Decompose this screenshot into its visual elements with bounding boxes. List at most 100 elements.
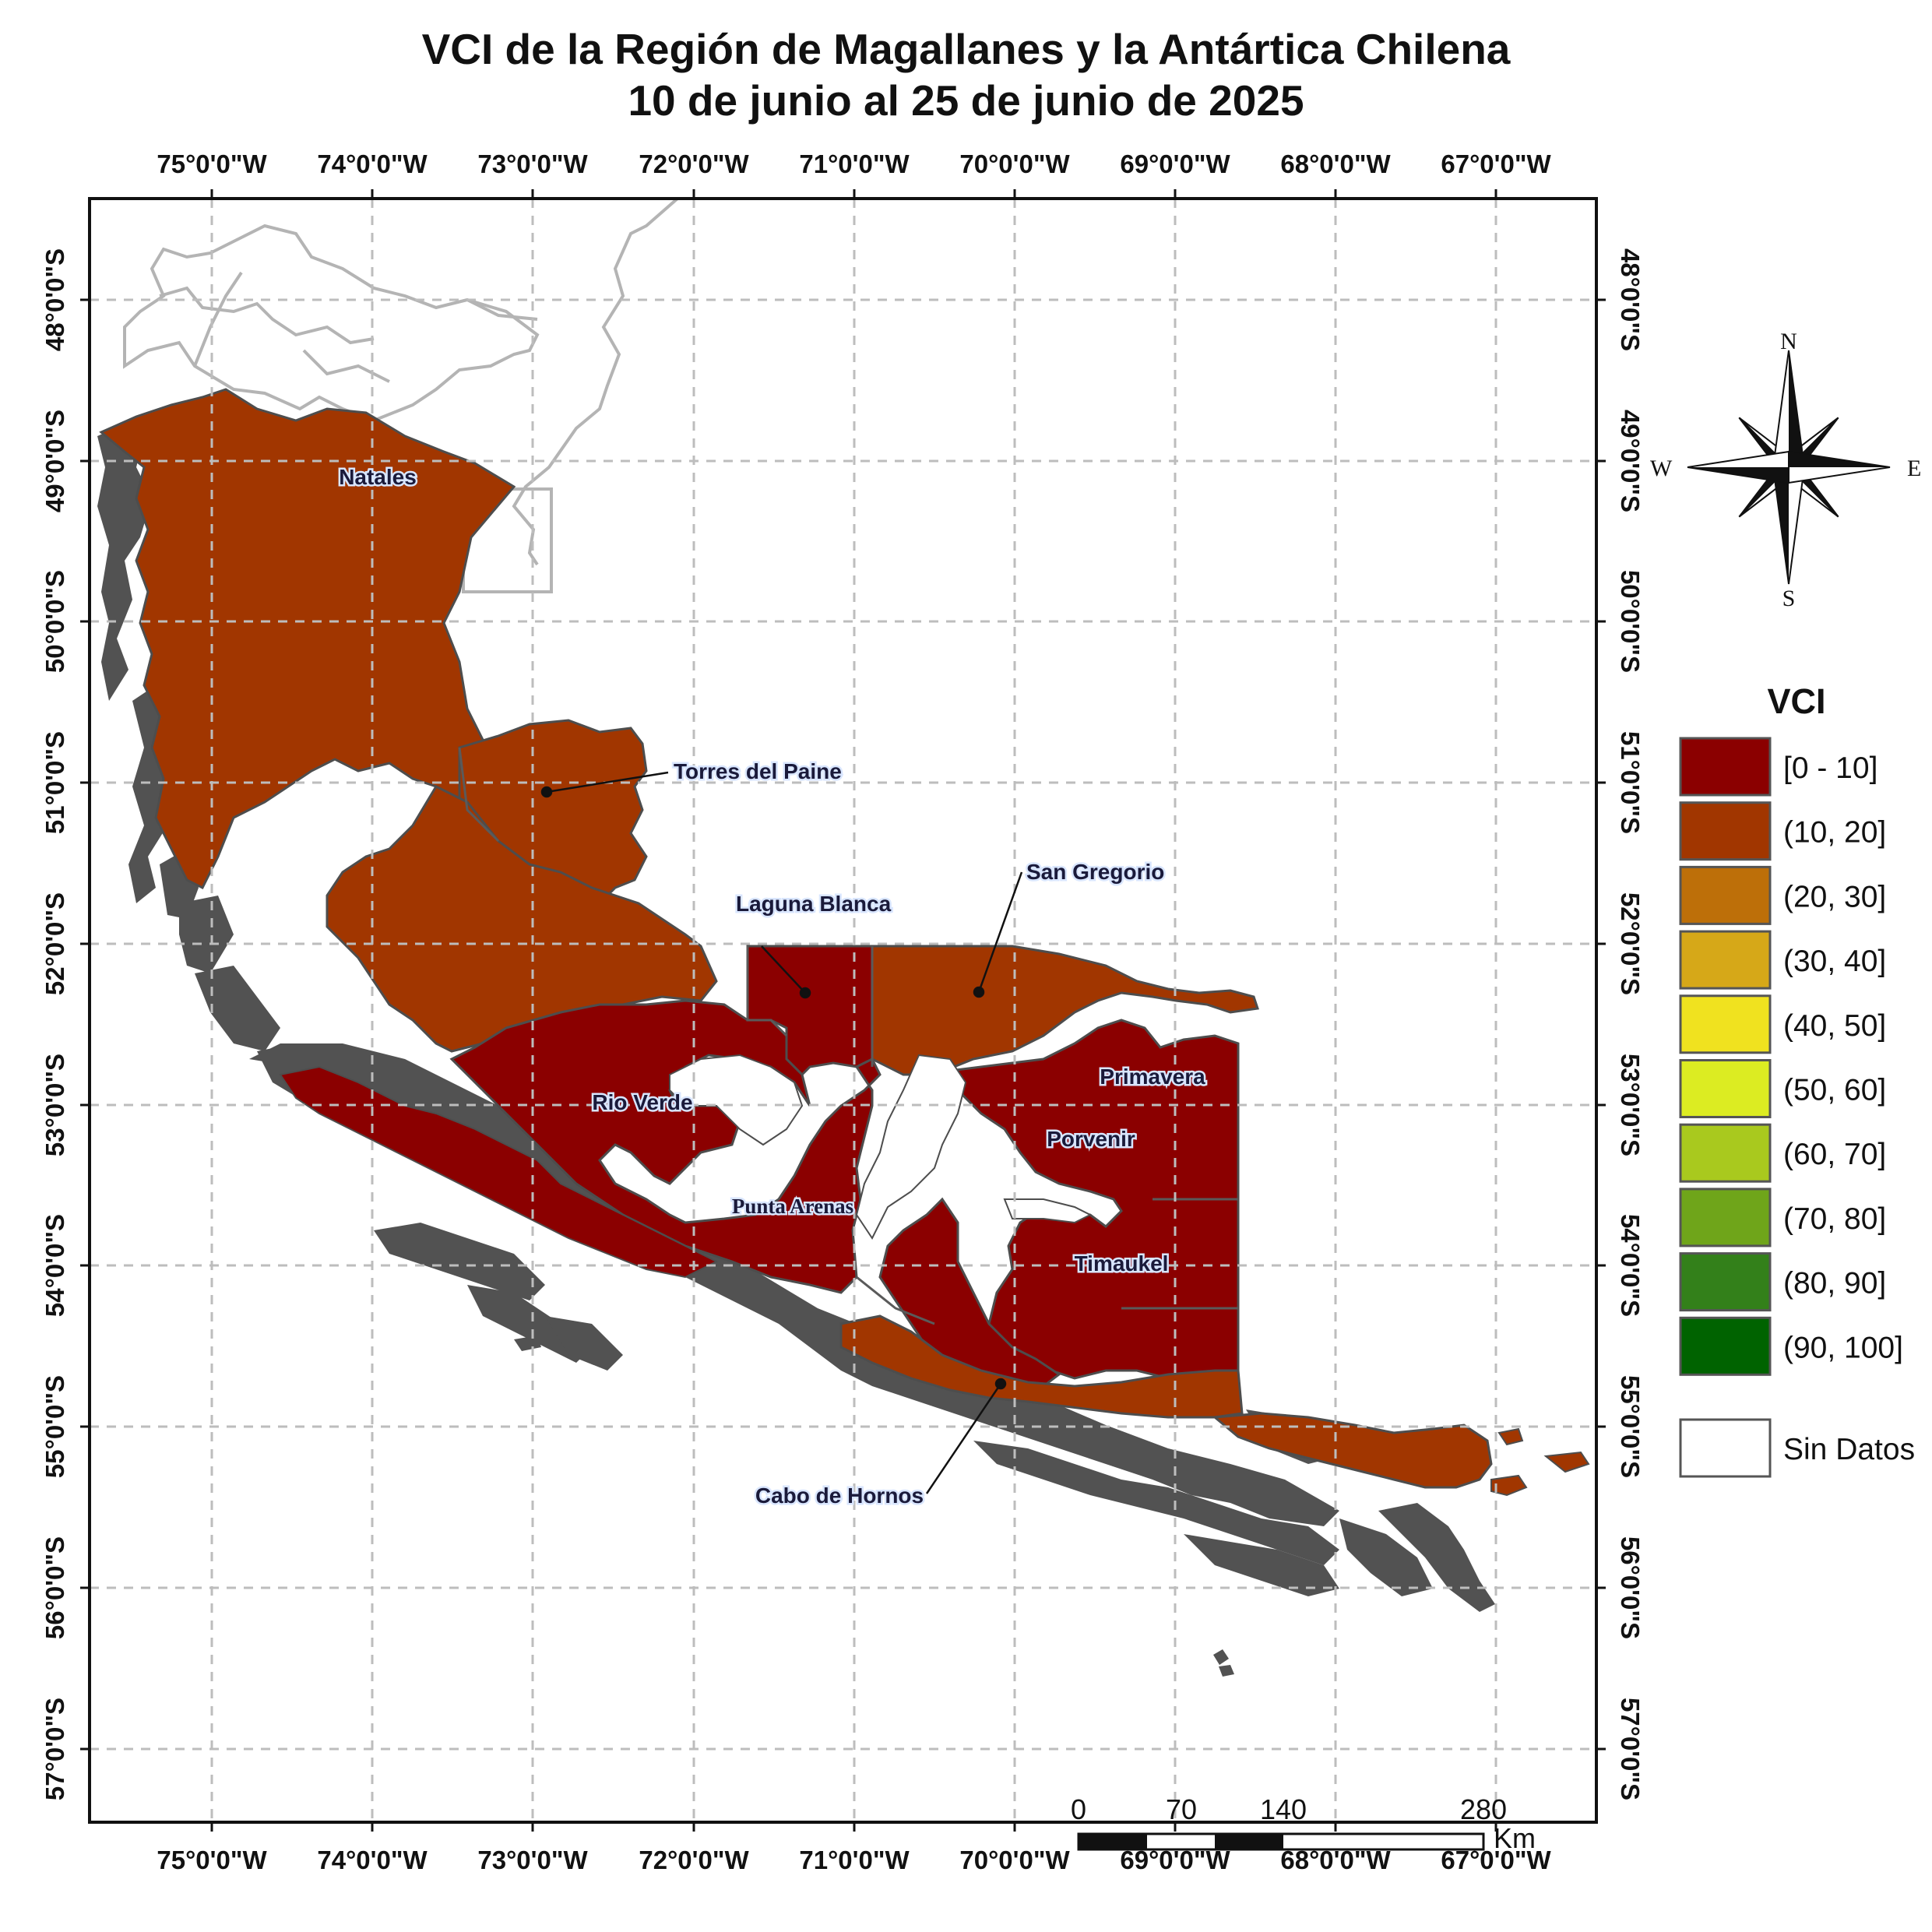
label-porvenir: Porvenir — [1047, 1127, 1135, 1151]
legend-label-8: (80, 90] — [1783, 1267, 1886, 1300]
lat-label-55-right: 55°0'0"S — [1616, 1375, 1645, 1478]
lon-label-73-bottom: 73°0'0"W — [477, 1846, 588, 1874]
legend-label-9: (90, 100] — [1783, 1331, 1903, 1364]
porvenir-south-piece — [878, 1197, 1061, 1395]
legend-label-1: (10, 20] — [1783, 816, 1886, 850]
latitude-labels-left: 48°0'0"S 49°0'0"S 50°0'0"S 51°0'0"S 52°0… — [40, 248, 69, 1800]
label-primavera: Primavera — [1100, 1065, 1205, 1089]
commune-rio-verde-punta-arenas — [449, 999, 882, 1294]
lat-label-56-right: 56°0'0"S — [1616, 1536, 1645, 1639]
lat-label-52: 52°0'0"S — [40, 892, 69, 995]
legend-label-3: (30, 40] — [1783, 945, 1886, 978]
lon-label-68: 68°0'0"W — [1280, 150, 1391, 178]
legend-swatch-5 — [1679, 1059, 1772, 1118]
label-laguna-blanca: Laguna Blanca — [736, 892, 892, 916]
lat-label-49-right: 49°0'0"S — [1616, 410, 1645, 512]
label-torres-del-paine: Torres del Paine — [674, 759, 842, 783]
rio-verde-islands — [279, 1065, 719, 1279]
laguna-blanca-point — [799, 987, 811, 999]
lon-label-73: 73°0'0"W — [477, 150, 588, 178]
lat-label-51-right: 51°0'0"S — [1616, 731, 1645, 834]
cabo-de-hornos-islet-2 — [1543, 1451, 1590, 1473]
san-gregorio-point — [973, 986, 985, 998]
title-line-2: 10 de junio al 25 de junio de 2025 — [628, 76, 1304, 125]
longitude-labels-top: 75°0'0"W 74°0'0"W 73°0'0"W 72°0'0"W 71°0… — [157, 150, 1551, 178]
lat-label-52-right: 52°0'0"S — [1616, 892, 1645, 995]
torres-del-paine-point — [540, 786, 553, 798]
title-line-1: VCI de la Región de Magallanes y la Antá… — [421, 25, 1511, 73]
lon-label-72-bottom: 72°0'0"W — [639, 1846, 749, 1874]
lon-label-71-bottom: 71°0'0"W — [799, 1846, 910, 1874]
legend-title: VCI — [1767, 681, 1825, 721]
lon-label-75: 75°0'0"W — [157, 150, 267, 178]
commune-san-gregorio — [871, 945, 1259, 1076]
legend: VCI [0 - 10] (10, 20] (20, 30] (30, 40] (40,… — [1679, 681, 1915, 1478]
latitude-labels-right: 48°0'0"S 49°0'0"S 50°0'0"S 51°0'0"S 52°0… — [1616, 248, 1645, 1800]
inland-water — [669, 1054, 1093, 1240]
legend-swatch-8 — [1679, 1252, 1772, 1312]
lon-label-70-bottom: 70°0'0"W — [959, 1846, 1070, 1874]
lat-label-53: 53°0'0"S — [40, 1054, 69, 1156]
legend-label-2: (20, 30] — [1783, 880, 1886, 913]
cabo-de-hornos-east — [1212, 1412, 1493, 1489]
tick-marks — [80, 189, 1606, 1832]
compass-east-label: E — [1907, 456, 1921, 481]
lon-label-75-bottom: 75°0'0"W — [157, 1846, 267, 1874]
lat-label-48: 48°0'0"S — [40, 248, 69, 351]
label-punta-arenas: Punta Arenas — [732, 1195, 853, 1218]
label-rio-verde: Rio Verde — [592, 1090, 692, 1114]
label-cabo-de-hornos: Cabo de Hornos — [755, 1483, 924, 1508]
cabo-de-hornos-islet-1 — [1490, 1474, 1528, 1497]
lat-label-54-right: 54°0'0"S — [1616, 1214, 1645, 1317]
lat-label-54: 54°0'0"S — [40, 1214, 69, 1317]
lat-label-50-right: 50°0'0"S — [1616, 570, 1645, 673]
legend-items: [0 - 10] (10, 20] (20, 30] (30, 40] (40, 50]… — [1679, 737, 1903, 1376]
legend-swatch-9 — [1679, 1316, 1772, 1376]
lat-label-53-right: 53°0'0"S — [1616, 1054, 1645, 1156]
scale-unit: Km — [1494, 1822, 1536, 1854]
label-timaukel: Timaukel — [1075, 1251, 1169, 1276]
lat-label-50: 50°0'0"S — [40, 570, 69, 673]
lat-label-57: 57°0'0"S — [40, 1698, 69, 1800]
label-leaders — [540, 771, 1023, 1494]
lon-label-74: 74°0'0"W — [317, 150, 428, 178]
legend-swatch-6 — [1679, 1123, 1772, 1183]
lon-label-69: 69°0'0"W — [1120, 150, 1230, 178]
compass-west-label: W — [1650, 456, 1673, 481]
scale-tick-0: 0 — [1071, 1793, 1086, 1825]
lat-label-49: 49°0'0"S — [40, 410, 69, 512]
lat-label-48-right: 48°0'0"S — [1616, 248, 1645, 351]
legend-label-4: (40, 50] — [1783, 1009, 1886, 1043]
graticule — [90, 199, 1596, 1822]
label-san-gregorio: San Gregorio — [1026, 860, 1164, 884]
neighbor-boundaries — [123, 199, 679, 593]
scale-tick-70: 70 — [1166, 1793, 1197, 1825]
lon-label-67: 67°0'0"W — [1441, 150, 1551, 178]
legend-label-5: (50, 60] — [1783, 1074, 1886, 1107]
legend-swatch-2 — [1679, 865, 1772, 925]
lat-label-55: 55°0'0"S — [40, 1375, 69, 1478]
lat-label-56: 56°0'0"S — [40, 1536, 69, 1639]
legend-swatch-0 — [1679, 737, 1772, 797]
legend-swatch-7 — [1679, 1188, 1772, 1248]
legend-swatch-4 — [1679, 994, 1772, 1054]
scale-tick-280: 280 — [1460, 1793, 1507, 1825]
lon-label-71: 71°0'0"W — [799, 150, 910, 178]
map-title: VCI de la Región de Magallanes y la Antá… — [0, 23, 1932, 126]
scale-tick-140: 140 — [1260, 1793, 1307, 1825]
lat-label-51: 51°0'0"S — [40, 731, 69, 834]
legend-label-6: (60, 70] — [1783, 1138, 1886, 1171]
cabo-de-hornos-islet-3 — [1497, 1427, 1524, 1446]
cabo-de-hornos-point — [994, 1378, 1007, 1390]
scale-bar: 0 70 140 280 Km — [1071, 1793, 1536, 1854]
map-frame — [88, 197, 1598, 1824]
commune-boundaries — [458, 747, 1238, 1325]
compass-south-label: S — [1782, 586, 1796, 611]
legend-label-7: (70, 80] — [1783, 1202, 1886, 1236]
compass-rose-icon: N S E W — [1650, 329, 1921, 611]
legend-swatch-3 — [1679, 930, 1772, 990]
lon-label-74-bottom: 74°0'0"W — [317, 1846, 428, 1874]
lon-label-70: 70°0'0"W — [959, 150, 1070, 178]
legend-swatch-no-data — [1679, 1418, 1772, 1478]
